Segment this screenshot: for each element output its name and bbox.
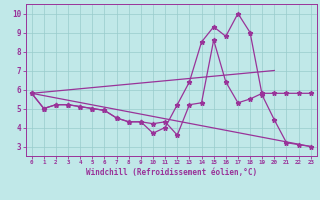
- X-axis label: Windchill (Refroidissement éolien,°C): Windchill (Refroidissement éolien,°C): [86, 168, 257, 177]
